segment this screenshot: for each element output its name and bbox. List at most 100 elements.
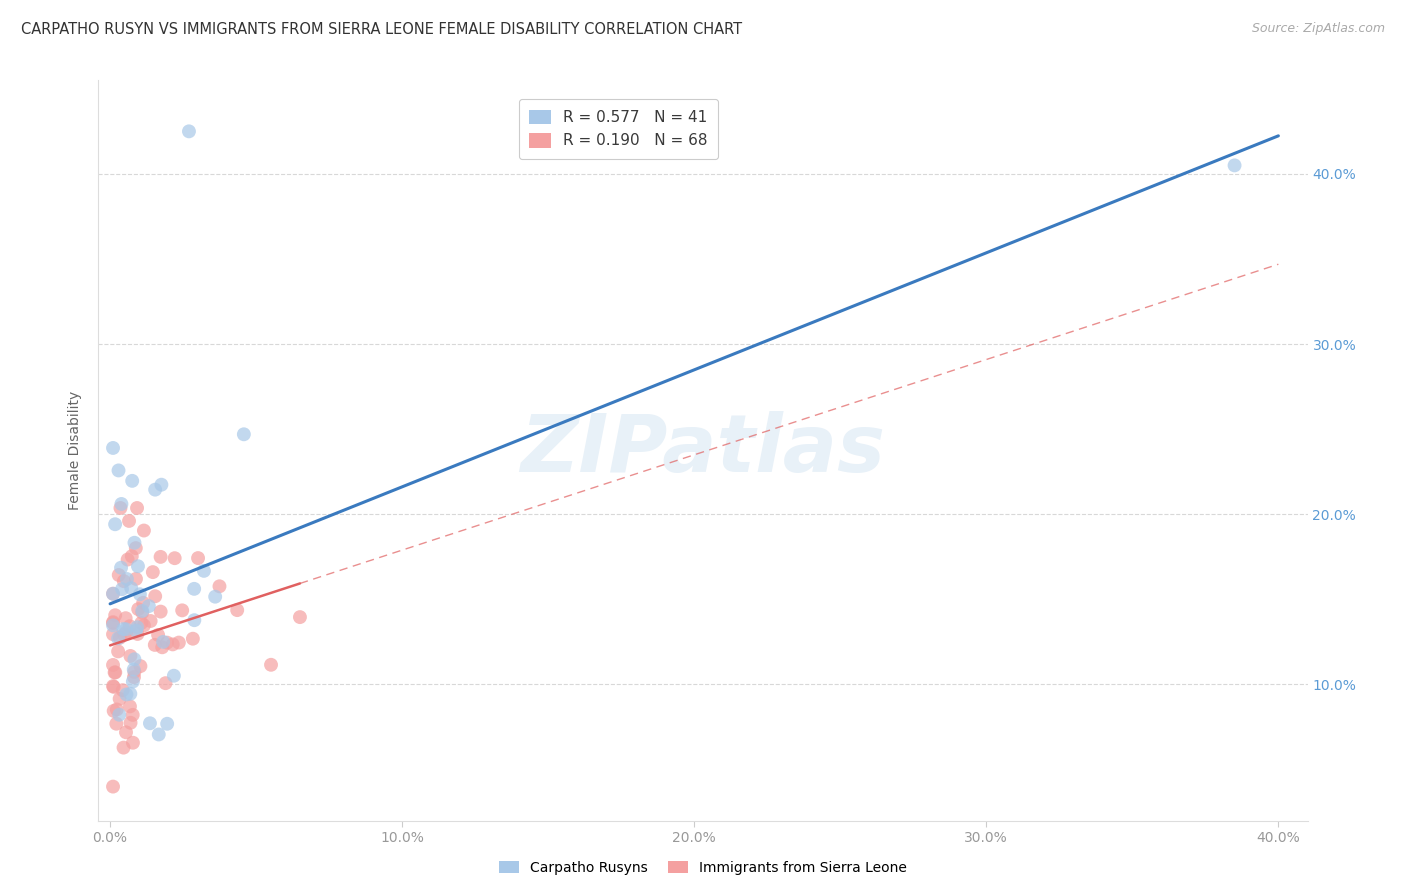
Point [155, 676, 177, 690]
Point [142, 565, 165, 579]
Point [124, 535, 146, 549]
Point [101, 627, 124, 641]
Point [107, 632, 129, 646]
Point [107, 463, 129, 477]
Point [104, 665, 127, 680]
Point [101, 657, 124, 672]
Point [193, 564, 215, 578]
Point [104, 665, 127, 680]
Point [101, 615, 124, 629]
Point [112, 740, 135, 755]
Point [121, 674, 143, 689]
Point [125, 624, 148, 638]
Point [122, 670, 145, 684]
Point [101, 679, 124, 693]
Point [150, 640, 173, 655]
Point [183, 582, 205, 596]
Point [101, 587, 124, 601]
Point [108, 631, 131, 645]
Text: Source: ZipAtlas.com: Source: ZipAtlas.com [1251, 22, 1385, 36]
Point [208, 579, 231, 593]
Point [138, 599, 160, 614]
Point [120, 715, 142, 730]
Point [127, 627, 149, 641]
Point [150, 477, 173, 491]
Point [107, 568, 129, 582]
Y-axis label: Female Disability: Female Disability [69, 391, 83, 510]
Point [167, 635, 190, 649]
Point [120, 687, 142, 701]
Point [101, 780, 124, 794]
Point [105, 716, 128, 731]
Point [121, 549, 143, 564]
Point [118, 619, 141, 633]
Point [101, 618, 124, 632]
Point [118, 699, 141, 714]
Point [127, 559, 149, 574]
Point [122, 663, 145, 677]
Point [112, 622, 135, 636]
Point [163, 669, 186, 683]
Point [143, 638, 166, 652]
Point [260, 657, 283, 672]
Point [181, 632, 204, 646]
Point [1223, 158, 1246, 172]
Point [127, 620, 149, 634]
Point [204, 590, 226, 604]
Point [162, 637, 184, 651]
Point [139, 716, 162, 731]
Legend: Carpatho Rusyns, Immigrants from Sierra Leone: Carpatho Rusyns, Immigrants from Sierra … [494, 855, 912, 880]
Text: CARPATHO RUSYN VS IMMIGRANTS FROM SIERRA LEONE FEMALE DISABILITY CORRELATION CHA: CARPATHO RUSYN VS IMMIGRANTS FROM SIERRA… [21, 22, 742, 37]
Point [131, 604, 153, 618]
Point [120, 581, 142, 595]
Point [148, 727, 170, 741]
Point [105, 702, 128, 716]
Point [128, 587, 150, 601]
Point [288, 610, 311, 624]
Point [117, 552, 139, 566]
Point [122, 736, 145, 750]
Point [124, 665, 146, 679]
Point [177, 124, 200, 138]
Point [132, 524, 155, 538]
Point [115, 725, 138, 739]
Point [132, 596, 155, 610]
Point [183, 613, 205, 627]
Point [111, 683, 134, 698]
Point [172, 603, 194, 617]
Point [114, 611, 136, 625]
Point [163, 551, 186, 566]
Point [118, 514, 141, 528]
Point [125, 541, 148, 555]
Point [127, 602, 149, 616]
Point [108, 691, 131, 706]
Point [108, 707, 131, 722]
Point [104, 517, 127, 532]
Point [124, 652, 146, 666]
Text: ZIPatlas: ZIPatlas [520, 411, 886, 490]
Point [132, 618, 155, 632]
Point [146, 628, 169, 642]
Point [131, 606, 153, 620]
Point [156, 716, 179, 731]
Point [115, 625, 138, 640]
Point [112, 574, 135, 589]
Point [149, 605, 172, 619]
Legend: R = 0.577   N = 41, R = 0.190   N = 68: R = 0.577 N = 41, R = 0.190 N = 68 [519, 99, 718, 159]
Point [129, 659, 152, 673]
Point [125, 501, 148, 516]
Point [152, 635, 174, 649]
Point [226, 603, 249, 617]
Point [111, 582, 134, 597]
Point [149, 549, 172, 564]
Point [143, 589, 166, 603]
Point [101, 441, 124, 455]
Point [101, 587, 124, 601]
Point [115, 572, 138, 586]
Point [139, 614, 162, 628]
Point [103, 704, 125, 718]
Point [110, 497, 132, 511]
Point [143, 483, 166, 497]
Point [110, 501, 132, 516]
Point [131, 615, 153, 630]
